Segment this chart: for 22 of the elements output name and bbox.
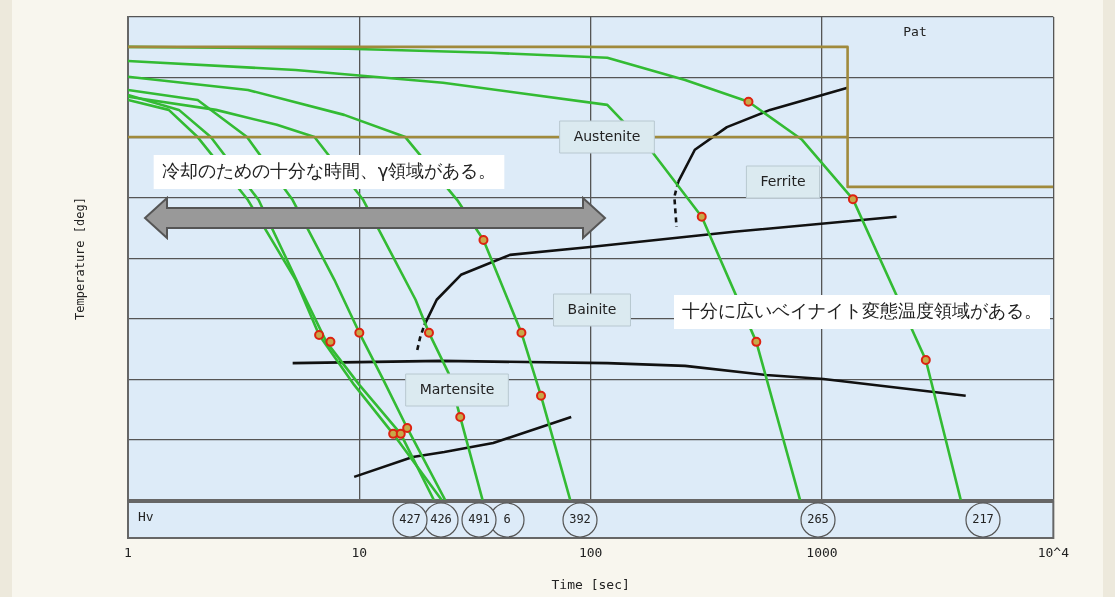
text: 426 (430, 512, 452, 527)
x-tick-label: 10^4 (1037, 545, 1070, 561)
annotation: Martensite (419, 380, 495, 397)
annotation: 十分に広いベイナイト変態温度領域がある。 (682, 299, 1042, 321)
text: 217 (972, 512, 994, 527)
x-tick-label: 100 (578, 545, 603, 561)
x-tick-label: 10 (351, 545, 368, 561)
x-tick-label: 1000 (806, 545, 838, 561)
x-tick-label: 1 (124, 545, 132, 561)
text: Pat (903, 24, 927, 40)
text: 265 (807, 512, 829, 527)
x-axis-title: Time [sec] (551, 576, 630, 592)
annotation: Austenite (573, 127, 641, 144)
y-axis-title: Temperature [deg] (73, 197, 88, 320)
text: Hv (138, 509, 154, 525)
annotation: 冷却のための十分な時間、γ領域がある。 (161, 159, 497, 181)
annotation: Ferrite (760, 172, 806, 189)
text: 392 (569, 512, 591, 527)
annotation: Bainite (567, 300, 617, 317)
text: 6 (503, 512, 511, 527)
text: 427 (399, 512, 421, 527)
text: 491 (468, 512, 490, 527)
